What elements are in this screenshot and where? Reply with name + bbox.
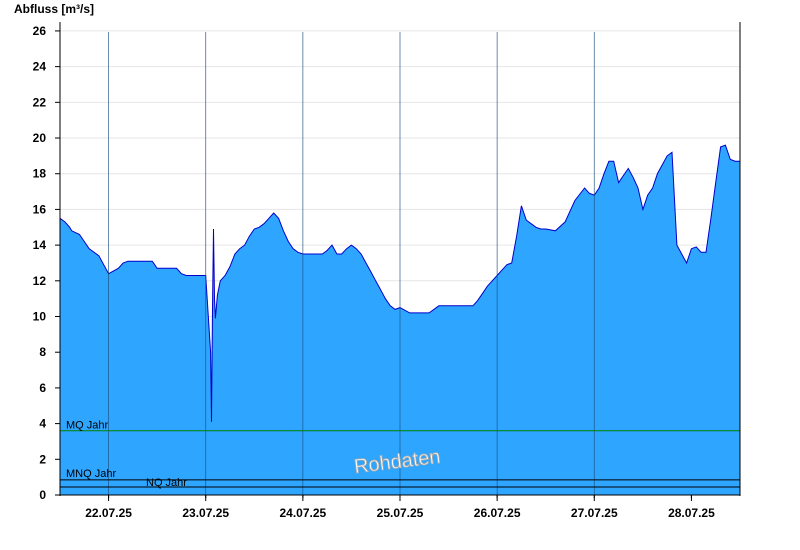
y-tick-label: 10: [33, 310, 47, 324]
y-tick-label: 14: [33, 238, 47, 252]
y-tick-label: 22: [33, 95, 47, 109]
y-tick-label: 4: [39, 417, 46, 431]
x-tick-label: 22.07.25: [85, 506, 132, 520]
x-tick-label: 23.07.25: [182, 506, 229, 520]
y-axis-label: Abfluss [m³/s]: [14, 2, 94, 16]
day-separators: [108, 32, 595, 495]
x-tick-label: 28.07.25: [668, 506, 715, 520]
reference-line-label: NQ Jahr: [146, 477, 187, 489]
y-tick-label: 26: [33, 24, 47, 38]
x-tick-label: 26.07.25: [474, 506, 521, 520]
x-tick-label: 24.07.25: [279, 506, 326, 520]
y-tick-label: 20: [33, 131, 47, 145]
x-axis-ticks: 22.07.25 23.07.25 24.07.25 25.07.25 26.07.25…: [85, 495, 715, 520]
y-tick-label: 12: [33, 274, 47, 288]
y-tick-label: 2: [39, 452, 46, 466]
y-tick-label: 24: [33, 60, 47, 74]
discharge-line: [59, 144, 740, 422]
x-tick-label: 25.07.25: [377, 506, 424, 520]
y-tick-label: 6: [39, 381, 46, 395]
y-tick-label: 0: [39, 488, 46, 502]
y-tick-label: 16: [33, 202, 47, 216]
reference-line-label: MNQ Jahr: [66, 468, 116, 480]
reference-lines: MQ Jahr MNQ Jahr NQ Jahr: [60, 420, 740, 489]
y-tick-label: 8: [39, 345, 46, 359]
reference-line-label: MQ Jahr: [66, 420, 109, 432]
x-tick-label: 27.07.25: [571, 506, 618, 520]
y-tick-label: 18: [33, 167, 47, 181]
